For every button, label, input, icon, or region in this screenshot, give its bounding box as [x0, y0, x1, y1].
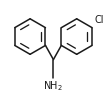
- Text: Cl: Cl: [94, 15, 104, 25]
- Text: NH$_2$: NH$_2$: [43, 79, 63, 93]
